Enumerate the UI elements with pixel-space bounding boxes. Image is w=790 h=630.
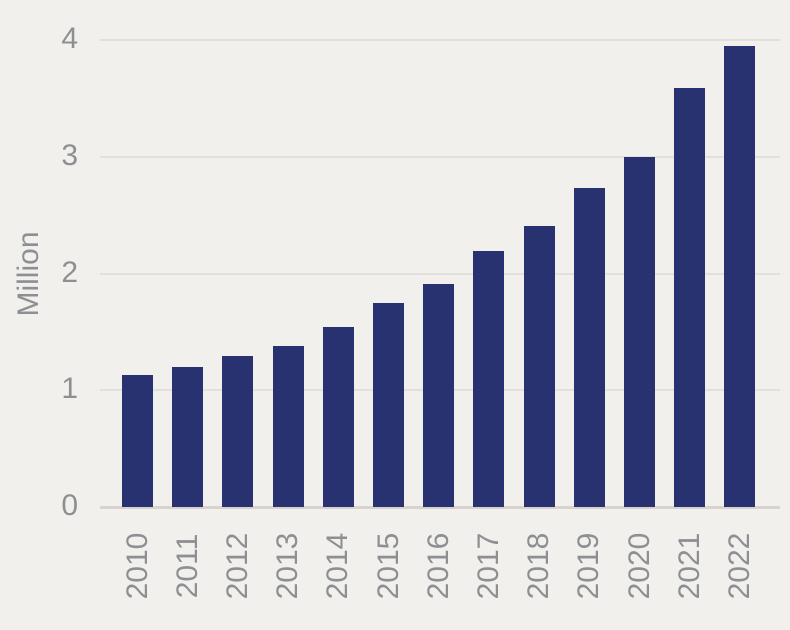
bar-2010: [122, 375, 153, 507]
x-tick-label-2013: 2013: [271, 532, 304, 600]
bar-2021: [674, 88, 705, 507]
bar-2018: [524, 226, 555, 507]
x-tick-label-2016: 2016: [422, 532, 455, 600]
bar-2016: [423, 284, 454, 507]
x-tick-label-2014: 2014: [321, 532, 354, 600]
x-tick-label-2015: 2015: [372, 532, 405, 600]
x-tick-label-2012: 2012: [221, 532, 254, 600]
y-tick-label-4: 4: [61, 22, 78, 55]
x-tick-label-2011: 2011: [171, 533, 204, 599]
bar-2013: [273, 346, 304, 507]
gridline-y3: [100, 156, 780, 158]
bar-2015: [373, 303, 404, 507]
bar-2012: [222, 356, 253, 507]
gridline-y4: [100, 39, 780, 41]
x-tick-label-2018: 2018: [522, 532, 555, 600]
y-tick-label-2: 2: [61, 256, 78, 289]
gridline-y2: [100, 273, 780, 275]
bar-2019: [574, 188, 605, 507]
x-tick-label-2021: 2021: [673, 532, 706, 600]
x-tick-label-2022: 2022: [723, 532, 756, 600]
y-tick-label-0: 0: [61, 489, 78, 522]
bar-2011: [172, 367, 203, 507]
x-axis-baseline: [100, 506, 780, 509]
bar-2020: [624, 157, 655, 507]
x-tick-label-2010: 2010: [121, 532, 154, 600]
x-tick-label-2020: 2020: [623, 532, 656, 600]
y-axis-title: Million: [12, 231, 45, 317]
y-tick-label-3: 3: [61, 139, 78, 172]
x-tick-label-2019: 2019: [572, 532, 605, 600]
bar-2022: [724, 46, 755, 507]
bar-2017: [473, 251, 504, 507]
bar-2014: [323, 327, 354, 507]
x-tick-label-2017: 2017: [472, 532, 505, 600]
y-tick-label-1: 1: [61, 372, 78, 405]
